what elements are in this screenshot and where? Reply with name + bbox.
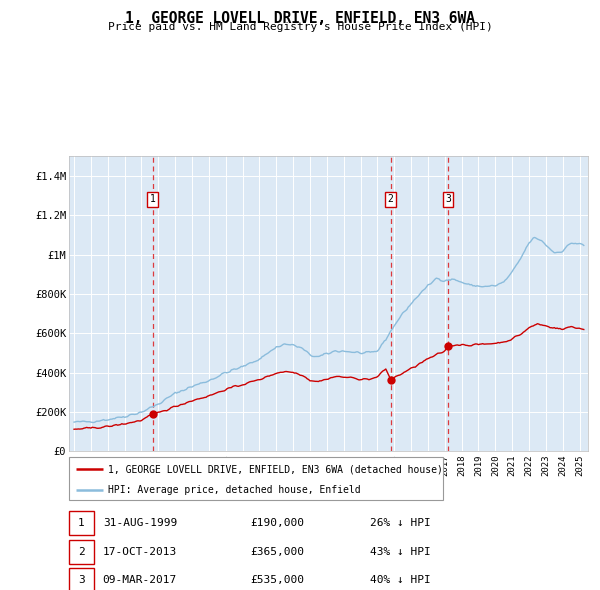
- FancyBboxPatch shape: [69, 512, 94, 535]
- Text: 1: 1: [150, 194, 155, 204]
- FancyBboxPatch shape: [69, 457, 443, 500]
- Text: 2: 2: [388, 194, 394, 204]
- Text: £190,000: £190,000: [251, 519, 305, 528]
- Text: 43% ↓ HPI: 43% ↓ HPI: [370, 546, 431, 556]
- FancyBboxPatch shape: [69, 568, 94, 590]
- FancyBboxPatch shape: [69, 540, 94, 563]
- Text: 3: 3: [78, 575, 85, 585]
- Text: 17-OCT-2013: 17-OCT-2013: [103, 546, 177, 556]
- Text: 1, GEORGE LOVELL DRIVE, ENFIELD, EN3 6WA (detached house): 1, GEORGE LOVELL DRIVE, ENFIELD, EN3 6WA…: [108, 464, 443, 474]
- Text: 1: 1: [78, 519, 85, 528]
- Text: 26% ↓ HPI: 26% ↓ HPI: [370, 519, 431, 528]
- Text: £535,000: £535,000: [251, 575, 305, 585]
- Text: 31-AUG-1999: 31-AUG-1999: [103, 519, 177, 528]
- Text: Price paid vs. HM Land Registry's House Price Index (HPI): Price paid vs. HM Land Registry's House …: [107, 22, 493, 32]
- Text: 1, GEORGE LOVELL DRIVE, ENFIELD, EN3 6WA: 1, GEORGE LOVELL DRIVE, ENFIELD, EN3 6WA: [125, 11, 475, 25]
- Text: 2: 2: [78, 546, 85, 556]
- Text: £365,000: £365,000: [251, 546, 305, 556]
- Text: HPI: Average price, detached house, Enfield: HPI: Average price, detached house, Enfi…: [108, 484, 361, 494]
- Text: 3: 3: [445, 194, 451, 204]
- Text: 40% ↓ HPI: 40% ↓ HPI: [370, 575, 431, 585]
- Text: 09-MAR-2017: 09-MAR-2017: [103, 575, 177, 585]
